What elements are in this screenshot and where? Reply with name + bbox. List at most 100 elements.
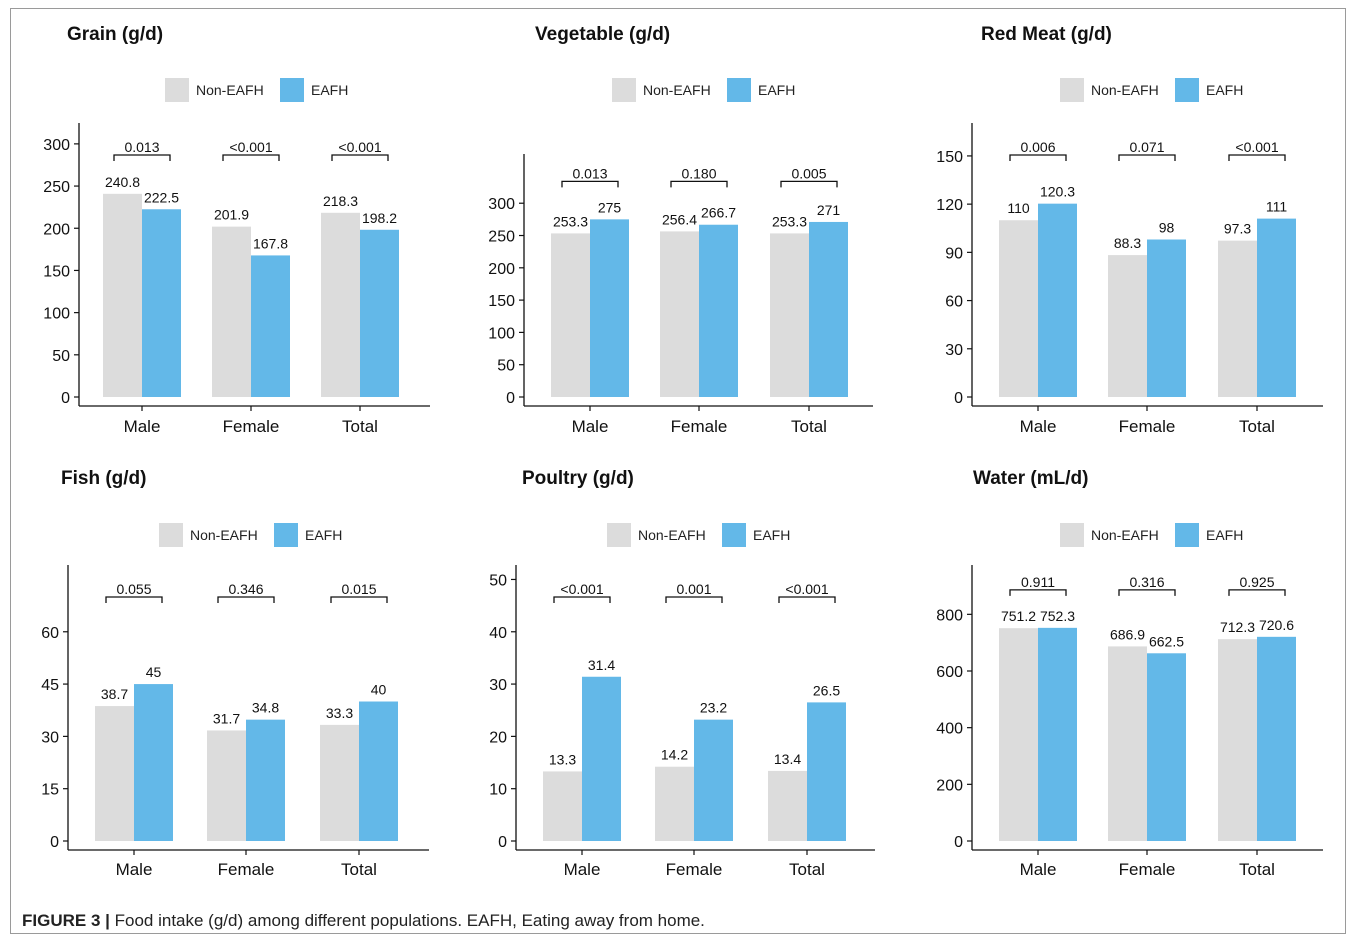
y-tick-label: 250 <box>43 179 70 196</box>
y-tick-label: 400 <box>936 721 963 738</box>
x-tick-label: Male <box>572 417 609 436</box>
p-value-label: 0.911 <box>1021 574 1055 590</box>
legend-swatch-non-eafh <box>159 523 183 547</box>
y-tick-label: 0 <box>954 390 963 407</box>
significance-bracket <box>665 596 723 603</box>
data-label: 31.7 <box>213 710 240 726</box>
y-tick-label: 150 <box>43 263 70 280</box>
data-label: 198.2 <box>362 210 397 226</box>
data-label: 13.3 <box>549 751 576 767</box>
bar-non-eafh <box>543 771 582 841</box>
y-tick-label: 0 <box>954 834 963 851</box>
y-tick-label: 60 <box>945 294 963 311</box>
data-label: 752.3 <box>1040 608 1075 624</box>
legend-swatch-non-eafh <box>612 78 636 102</box>
legend-label: Non-EAFH <box>196 82 264 98</box>
data-label: 751.2 <box>1001 608 1036 624</box>
legend-label: Non-EAFH <box>190 527 258 543</box>
data-label: 45 <box>146 664 162 680</box>
legend-label: EAFH <box>753 527 790 543</box>
p-value-label: <0.001 <box>1235 139 1278 155</box>
x-tick-label: Total <box>342 417 378 436</box>
bar-eafh <box>809 221 848 397</box>
y-tick-label: 100 <box>43 306 70 323</box>
figure-frame <box>10 8 1346 934</box>
data-label: 201.9 <box>214 207 249 223</box>
data-label: 98 <box>1159 220 1175 236</box>
p-value-label: 0.013 <box>124 139 159 155</box>
x-tick-label: Male <box>1020 417 1057 436</box>
y-tick-label: 50 <box>52 348 70 365</box>
figure-caption: FIGURE 3 | Food intake (g/d) among diffe… <box>22 911 705 931</box>
data-label: 662.5 <box>1149 633 1184 649</box>
data-label: 712.3 <box>1220 619 1255 635</box>
y-tick-label: 60 <box>41 625 59 642</box>
y-tick-label: 30 <box>945 342 963 359</box>
data-label: 26.5 <box>813 682 840 698</box>
p-value-label: <0.001 <box>560 581 603 597</box>
legend-label: EAFH <box>1206 527 1243 543</box>
bar-non-eafh <box>95 706 134 841</box>
bar-eafh <box>251 255 290 397</box>
significance-bracket <box>780 180 838 188</box>
significance-bracket <box>553 596 611 603</box>
bar-eafh <box>246 719 285 841</box>
bar-non-eafh <box>999 220 1038 397</box>
y-tick-label: 90 <box>945 245 963 262</box>
y-tick-label: 250 <box>488 229 515 246</box>
legend-swatch-non-eafh <box>607 523 631 547</box>
legend-label: EAFH <box>305 527 342 543</box>
x-tick-label: Female <box>1119 417 1176 436</box>
significance-bracket <box>1009 589 1067 596</box>
data-label: 218.3 <box>323 193 358 209</box>
data-label: 240.8 <box>105 174 140 190</box>
data-label: 253.3 <box>553 213 588 229</box>
y-tick-label: 30 <box>41 729 59 746</box>
p-value-label: 0.013 <box>572 165 607 181</box>
p-value-label: 0.001 <box>676 581 711 597</box>
p-value-label: 0.071 <box>1129 139 1164 155</box>
data-label: 23.2 <box>700 700 727 716</box>
chart-title: Vegetable (g/d) <box>535 24 670 45</box>
chart-title: Fish (g/d) <box>61 468 146 489</box>
y-tick-label: 200 <box>43 221 70 238</box>
data-label: 266.7 <box>701 205 736 221</box>
significance-bracket <box>331 154 389 161</box>
y-tick-label: 15 <box>41 782 59 799</box>
data-label: 13.4 <box>774 751 801 767</box>
x-tick-label: Female <box>218 860 275 879</box>
x-tick-label: Total <box>791 417 827 436</box>
y-tick-label: 0 <box>498 834 507 851</box>
significance-bracket <box>1228 154 1286 161</box>
x-tick-label: Female <box>223 417 280 436</box>
data-label: 111 <box>1266 199 1287 215</box>
legend-swatch-eafh <box>722 523 746 547</box>
bar-eafh <box>1147 239 1186 397</box>
data-label: 271 <box>817 202 841 218</box>
data-label: 38.7 <box>101 686 128 702</box>
x-tick-label: Male <box>124 417 161 436</box>
legend-swatch-non-eafh <box>1060 78 1084 102</box>
bar-eafh <box>807 702 846 841</box>
y-tick-label: 150 <box>488 293 515 310</box>
bar-non-eafh <box>1108 255 1147 397</box>
data-label: 40 <box>371 682 387 698</box>
y-tick-label: 50 <box>497 358 515 375</box>
p-value-label: 0.006 <box>1020 139 1055 155</box>
chart-title: Grain (g/d) <box>67 24 163 45</box>
data-label: 256.4 <box>662 211 697 227</box>
bar-eafh <box>1038 627 1077 841</box>
bar-non-eafh <box>212 226 251 397</box>
significance-bracket <box>105 596 163 603</box>
bar-eafh <box>699 224 738 397</box>
bar-eafh <box>360 229 399 397</box>
y-tick-label: 200 <box>936 777 963 794</box>
y-tick-label: 0 <box>61 390 70 407</box>
x-tick-label: Total <box>341 860 377 879</box>
legend-label: EAFH <box>1206 82 1243 98</box>
bar-eafh <box>694 719 733 841</box>
y-tick-label: 50 <box>489 572 507 589</box>
chart-title: Red Meat (g/d) <box>981 24 1112 45</box>
significance-bracket <box>217 596 275 603</box>
y-tick-label: 20 <box>489 729 507 746</box>
